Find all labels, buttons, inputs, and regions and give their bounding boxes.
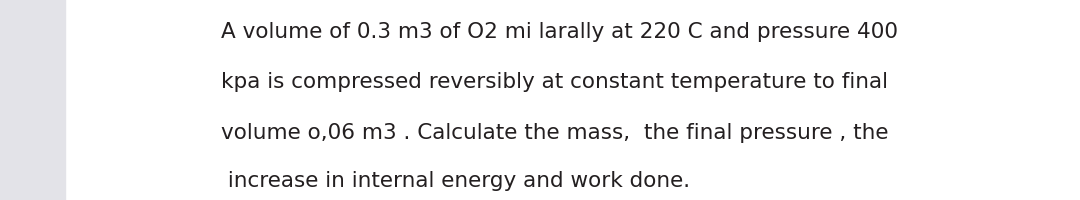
Text: A volume of 0.3 m3 of O2 mi larally at 220 C and pressure 400: A volume of 0.3 m3 of O2 mi larally at 2… xyxy=(221,22,899,42)
Text: increase in internal energy and work done.: increase in internal energy and work don… xyxy=(221,170,690,190)
Text: volume o,06 m3 . Calculate the mass,  the final pressure , the: volume o,06 m3 . Calculate the mass, the… xyxy=(221,122,889,142)
Text: kpa is compressed reversibly at constant temperature to final: kpa is compressed reversibly at constant… xyxy=(221,72,889,92)
Bar xyxy=(0,0,65,200)
